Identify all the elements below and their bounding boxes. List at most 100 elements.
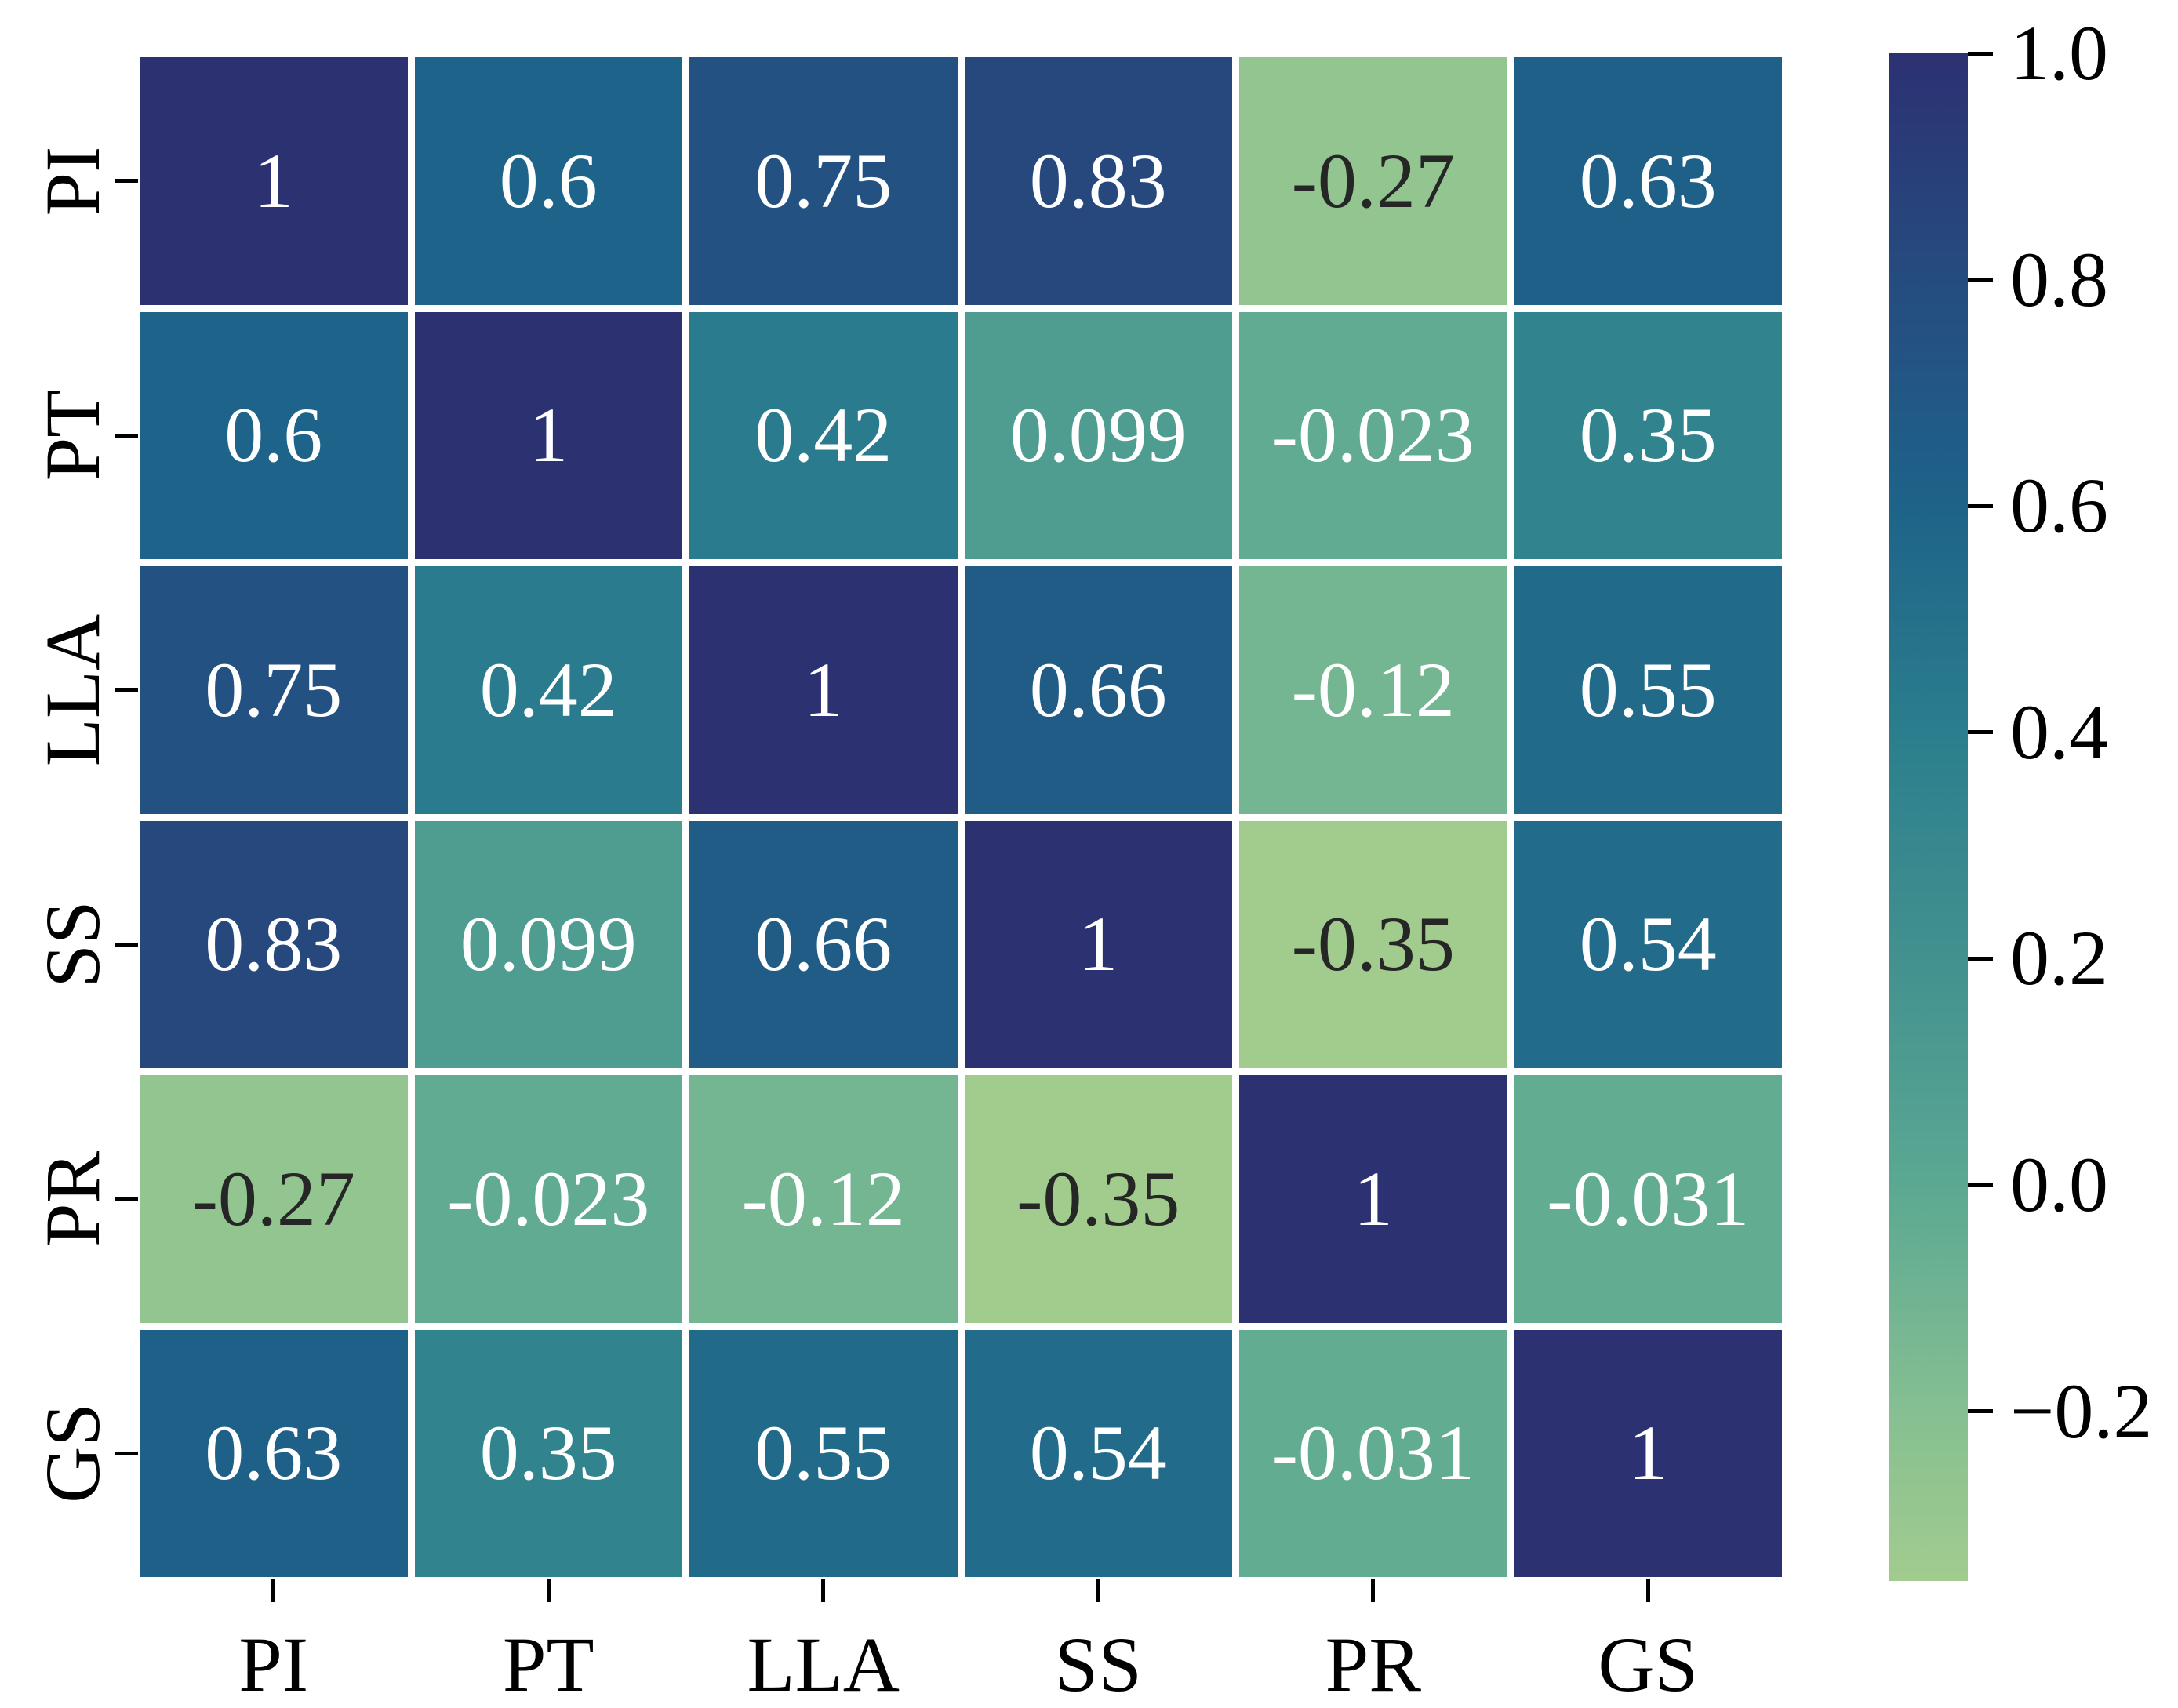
heatmap-cell-PR-PR: 1	[1239, 1075, 1507, 1323]
cell-value: 0.35	[1579, 391, 1717, 479]
cell-value: 0.63	[1579, 136, 1717, 224]
cell-value: 1	[253, 136, 293, 224]
cell-value: 1	[1353, 1154, 1393, 1242]
heatmap-cell-GS-PR: -0.031	[1239, 1329, 1507, 1577]
cell-value: 0.35	[479, 1409, 617, 1497]
heatmap-cell-LLA-PT: 0.42	[414, 566, 682, 814]
cell-value: 1	[529, 391, 569, 479]
heatmap-cell-PR-LLA: -0.12	[689, 1075, 958, 1323]
colorbar-tick-label: 1.0	[2010, 9, 2108, 96]
heatmap-cell-SS-PR: -0.35	[1239, 820, 1507, 1068]
heatmap-cell-SS-PI: 0.83	[140, 820, 408, 1068]
cell-value: 0.54	[1029, 1409, 1167, 1497]
cell-value: 0.55	[754, 1409, 893, 1497]
colorbar-gradient	[1889, 53, 1968, 1581]
cell-value: -0.27	[191, 1154, 355, 1242]
correlation-heatmap: 1 0.6 0.75 0.83 -0.27 0.63 0.6 1 0.42 0.099 -0.023…	[140, 57, 1782, 1577]
heatmap-cell-SS-SS: 1	[964, 820, 1232, 1068]
x-tick-mark	[271, 1579, 276, 1602]
heatmap-cell-PT-LLA: 0.42	[689, 311, 958, 559]
heatmap-cell-PR-SS: -0.35	[964, 1075, 1232, 1323]
y-axis-label-PI: PI	[29, 146, 116, 216]
heatmap-cell-PR-PI: -0.27	[140, 1075, 408, 1323]
cell-value: 0.42	[754, 391, 893, 479]
y-tick-mark	[115, 688, 138, 692]
cell-value: 1	[1628, 1409, 1668, 1497]
colorbar-tick-mark	[1968, 730, 1993, 735]
x-tick-mark	[821, 1579, 826, 1602]
x-axis-label-PI: PI	[238, 1621, 309, 1708]
cell-value: 0.66	[754, 900, 893, 988]
x-axis-label-PR: PR	[1325, 1621, 1421, 1708]
colorbar-tick-label: 0.0	[2010, 1140, 2108, 1228]
cell-value: -0.35	[1016, 1154, 1180, 1242]
x-tick-mark	[1645, 1579, 1650, 1602]
x-tick-mark	[546, 1579, 551, 1602]
heatmap-cell-PI-PR: -0.27	[1239, 57, 1507, 305]
y-axis-label-PT: PT	[29, 389, 116, 482]
heatmap-cell-SS-PT: 0.099	[414, 820, 682, 1068]
x-tick-mark	[1096, 1579, 1100, 1602]
x-tick-mark	[1371, 1579, 1376, 1602]
x-axis-label-GS: GS	[1598, 1621, 1699, 1708]
heatmap-cell-PI-GS: 0.63	[1514, 57, 1782, 305]
heatmap-cell-GS-GS: 1	[1514, 1329, 1782, 1577]
colorbar-tick-mark	[1968, 503, 1993, 508]
heatmap-cell-PT-PR: -0.023	[1239, 311, 1507, 559]
y-axis-label-SS: SS	[29, 900, 116, 988]
y-tick-mark	[115, 1451, 138, 1455]
cell-value: -0.27	[1291, 136, 1455, 224]
cell-value: 0.42	[479, 645, 617, 733]
cell-value: 0.63	[205, 1409, 343, 1497]
heatmap-cell-PI-PI: 1	[140, 57, 408, 305]
heatmap-cell-GS-SS: 0.54	[964, 1329, 1232, 1577]
colorbar-tick-label: 0.2	[2010, 914, 2108, 1002]
heatmap-cell-PI-LLA: 0.75	[689, 57, 958, 305]
heatmap-cell-PT-SS: 0.099	[964, 311, 1232, 559]
heatmap-cell-PR-GS: -0.031	[1514, 1075, 1782, 1323]
x-axis-label-PT: PT	[502, 1621, 594, 1708]
y-axis-label-GS: GS	[29, 1403, 116, 1504]
colorbar-tick-mark	[1968, 51, 1993, 56]
cell-value: 0.54	[1579, 900, 1717, 988]
cell-value: -0.031	[1547, 1154, 1750, 1242]
heatmap-cell-SS-GS: 0.54	[1514, 820, 1782, 1068]
colorbar-tick-mark	[1968, 956, 1993, 961]
heatmap-cell-LLA-PI: 0.75	[140, 566, 408, 814]
y-tick-mark	[115, 433, 138, 438]
cell-value: 0.099	[460, 900, 637, 988]
heatmap-cell-LLA-SS: 0.66	[964, 566, 1232, 814]
x-axis-label-LLA: LLA	[747, 1621, 900, 1708]
cell-value: 0.75	[205, 645, 343, 733]
y-axis-label-LLA: LLA	[29, 613, 116, 766]
colorbar-tick-mark	[1968, 1409, 1993, 1414]
heatmap-cell-PT-PI: 0.6	[140, 311, 408, 559]
heatmap-cell-SS-LLA: 0.66	[689, 820, 958, 1068]
colorbar-tick-label: −0.2	[2010, 1367, 2153, 1455]
heatmap-cell-PI-SS: 0.83	[964, 57, 1232, 305]
heatmap-cell-PR-PT: -0.023	[414, 1075, 682, 1323]
heatmap-cell-GS-PT: 0.35	[414, 1329, 682, 1577]
cell-value: 0.6	[499, 136, 598, 224]
heatmap-cell-GS-LLA: 0.55	[689, 1329, 958, 1577]
cell-value: 1	[803, 645, 843, 733]
cell-value: 0.83	[1029, 136, 1167, 224]
colorbar-tick-mark	[1968, 1183, 1993, 1187]
heatmap-cell-PT-PT: 1	[414, 311, 682, 559]
y-axis-label-PR: PR	[29, 1150, 116, 1247]
colorbar-tick-mark	[1968, 278, 1993, 282]
cell-value: -0.023	[447, 1154, 650, 1242]
y-tick-mark	[115, 942, 138, 947]
heatmap-cell-GS-PI: 0.63	[140, 1329, 408, 1577]
cell-value: -0.12	[741, 1154, 905, 1242]
cell-value: -0.35	[1291, 900, 1455, 988]
heatmap-cell-LLA-LLA: 1	[689, 566, 958, 814]
cell-value: 0.6	[224, 391, 323, 479]
cell-value: 0.83	[205, 900, 343, 988]
cell-value: 0.099	[1009, 391, 1187, 479]
colorbar-tick-label: 0.4	[2010, 688, 2108, 776]
y-tick-mark	[115, 179, 138, 184]
heatmap-cell-PI-PT: 0.6	[414, 57, 682, 305]
y-tick-mark	[115, 1197, 138, 1201]
colorbar-tick-label: 0.6	[2010, 462, 2108, 550]
